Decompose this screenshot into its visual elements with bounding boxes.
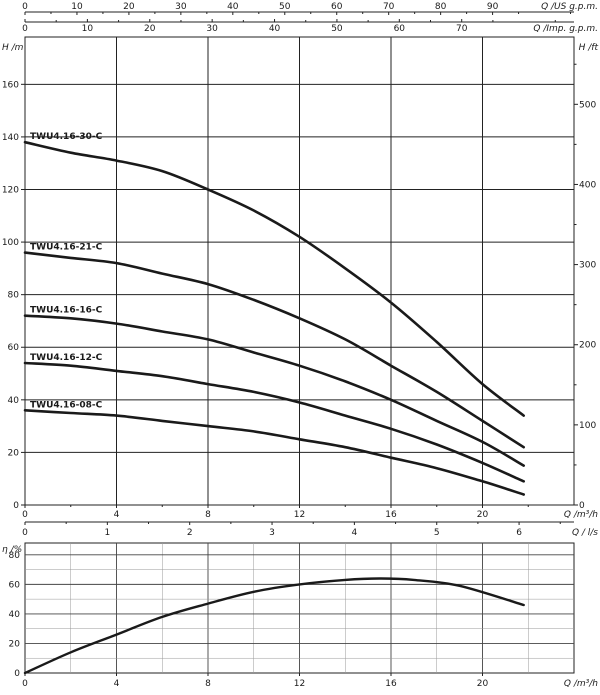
head-x-tick-label: 8 [205, 510, 211, 520]
head-x-axis-label: Q /m³/h [564, 510, 598, 520]
right-axis-label: H /ft [579, 43, 599, 53]
us-gpm-tick-label: 70 [383, 2, 395, 12]
eff-x-tick-label: 8 [205, 679, 211, 689]
head-curve-label: TWU4.16-08-C [30, 400, 103, 410]
right-axis-tick-label: 0 [579, 501, 585, 511]
ls-tick-label: 0 [22, 528, 28, 538]
ls-tick-label: 6 [516, 528, 522, 538]
left-axis-tick-label: 0 [13, 501, 19, 511]
left-axis-label: H /m [2, 43, 24, 53]
imp-gpm-tick-label: 10 [82, 24, 94, 34]
eff-x-axis-label: Q /m³/h [564, 679, 598, 689]
head-curve-label: TWU4.16-30-C [30, 132, 103, 142]
right-axis-tick-label: 400 [579, 180, 596, 190]
eff-y-tick-label: 0 [14, 669, 20, 679]
left-axis-tick-label: 60 [8, 343, 20, 353]
us-gpm-tick-label: 30 [175, 2, 187, 12]
imp-gpm-tick-label: 50 [331, 24, 343, 34]
eff-x-tick-label: 4 [114, 679, 120, 689]
ls-tick-label: 1 [104, 528, 110, 538]
ls-tick-label: 2 [187, 528, 193, 538]
head-curve-twu4-16-30-c [23, 140, 525, 417]
head-x-tick-label: 16 [385, 510, 397, 520]
eff-y-axis-label: η /% [2, 545, 22, 555]
right-axis-tick-label: 300 [579, 261, 596, 271]
eff-x-tick-label: 0 [22, 679, 28, 689]
head-x-tick-label: 12 [294, 510, 305, 520]
eff-y-tick-label: 20 [9, 639, 21, 649]
eff-y-tick-label: 40 [9, 610, 21, 620]
imp-gpm-tick-label: 70 [456, 24, 468, 34]
ls-axis-label: Q / l/s [572, 528, 598, 538]
eff-y-tick-label: 80 [9, 551, 21, 561]
left-axis-tick-label: 140 [2, 133, 19, 143]
head-curve-label: TWU4.16-21-C [30, 243, 103, 253]
right-axis-tick-label: 200 [579, 341, 596, 351]
imp-gpm-tick-label: 0 [22, 24, 28, 34]
imp-gpm-tick-label: 60 [394, 24, 406, 34]
right-axis-tick-label: 100 [579, 421, 596, 431]
left-axis-tick-label: 100 [2, 238, 19, 248]
us-gpm-tick-label: 40 [227, 2, 239, 12]
ls-tick-label: 4 [352, 528, 358, 538]
eff-y-tick-label: 60 [9, 580, 21, 590]
head-x-tick-label: 4 [114, 510, 120, 520]
left-axis-tick-label: 80 [8, 291, 20, 301]
head-curve-twu4-16-12-c [23, 361, 525, 483]
head-curve-twu4-16-16-c [23, 314, 525, 467]
head-curve-twu4-16-21-c [23, 251, 525, 449]
imp-gpm-tick-label: 40 [269, 24, 281, 34]
ls-tick-label: 3 [269, 528, 275, 538]
head-x-tick-label: 20 [477, 510, 489, 520]
eff-x-tick-label: 16 [385, 679, 397, 689]
us-gpm-tick-label: 10 [71, 2, 83, 12]
efficiency-curve [23, 577, 525, 675]
left-axis-tick-label: 40 [8, 396, 20, 406]
us-gpm-axis-label: Q /US g.p.m. [541, 2, 598, 12]
us-gpm-tick-label: 0 [22, 2, 28, 12]
us-gpm-tick-label: 60 [331, 2, 343, 12]
right-axis-tick-label: 500 [579, 100, 596, 110]
head-x-tick-label: 0 [22, 510, 28, 520]
imp-gpm-tick-label: 30 [206, 24, 218, 34]
us-gpm-tick-label: 20 [123, 2, 135, 12]
imp-gpm-tick-label: 20 [144, 24, 156, 34]
head-curve-twu4-16-08-c [23, 409, 525, 496]
us-gpm-tick-label: 50 [279, 2, 291, 12]
eff-x-tick-label: 20 [477, 679, 489, 689]
left-axis-tick-label: 20 [8, 448, 20, 458]
imp-gpm-axis-label: Q /Imp. g.p.m. [533, 24, 598, 34]
us-gpm-tick-label: 80 [435, 2, 447, 12]
left-axis-tick-label: 120 [2, 185, 19, 195]
us-gpm-tick-label: 90 [487, 2, 499, 12]
head-curve-label: TWU4.16-16-C [30, 306, 103, 316]
eff-x-tick-label: 12 [294, 679, 305, 689]
head-curve-label: TWU4.16-12-C [30, 353, 103, 363]
ls-tick-label: 5 [434, 528, 440, 538]
left-axis-tick-label: 160 [2, 80, 19, 90]
